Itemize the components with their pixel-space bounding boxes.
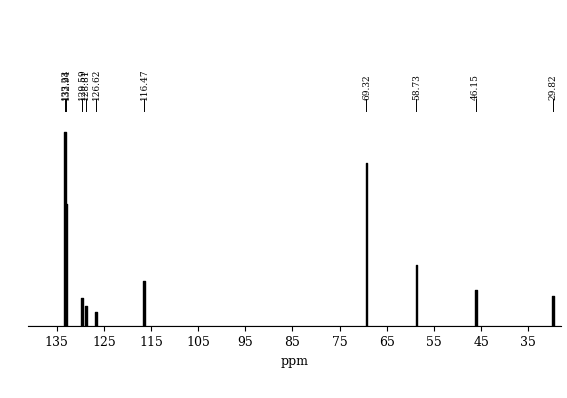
Text: 58.73: 58.73 (412, 74, 421, 100)
Text: 133.23: 133.23 (61, 69, 70, 100)
X-axis label: ppm: ppm (281, 355, 309, 368)
Text: 116.47: 116.47 (139, 69, 149, 100)
Text: 132.94: 132.94 (62, 69, 71, 100)
Text: 128.81: 128.81 (81, 69, 90, 100)
Text: 46.15: 46.15 (471, 74, 480, 100)
Text: 129.59: 129.59 (78, 69, 87, 100)
Text: 69.32: 69.32 (362, 75, 371, 100)
Text: 29.82: 29.82 (548, 75, 557, 100)
Text: 126.62: 126.62 (92, 69, 101, 100)
